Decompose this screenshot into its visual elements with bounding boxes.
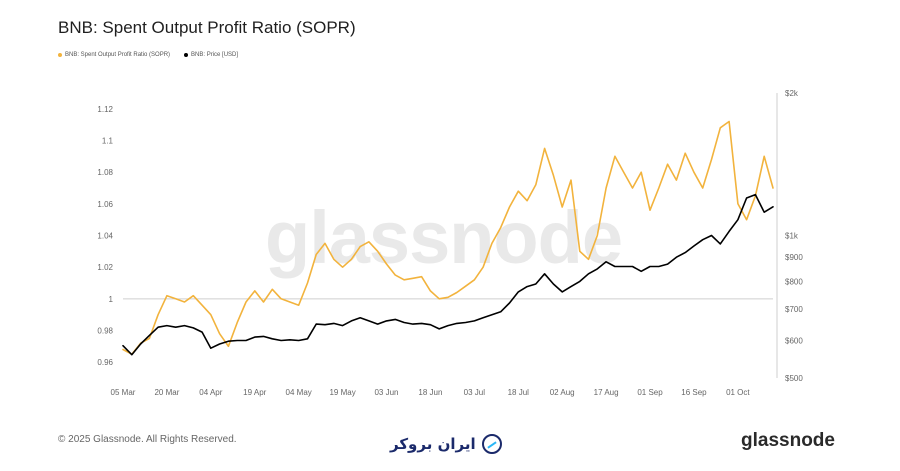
legend-item-sopr[interactable]: BNB: Spent Output Profit Ratio (SOPR)	[58, 52, 170, 58]
chart-title: BNB: Spent Output Profit Ratio (SOPR)	[58, 18, 356, 37]
y-left-tick-label: 1.04	[97, 232, 113, 241]
legend: BNB: Spent Output Profit Ratio (SOPR) BN…	[58, 52, 238, 58]
x-tick-label: 19 Apr	[243, 388, 266, 397]
legend-label-price: BNB: Price [USD]	[191, 52, 239, 58]
iran-broker-logo: ایران بروکر	[390, 434, 502, 454]
y-left-tick-label: 1.02	[97, 263, 113, 272]
y-right-tick-label: $2k	[785, 89, 799, 98]
brand-mark-icon	[481, 434, 502, 454]
x-tick-label: 05 Mar	[111, 388, 136, 397]
y-right-tick-label: $700	[785, 305, 803, 314]
y-right-tick-label: $800	[785, 277, 803, 286]
y-left-tick-label: 0.96	[97, 358, 113, 367]
brand-name: ایران بروکر	[390, 435, 476, 453]
y-left-tick-label: 0.98	[97, 327, 113, 336]
glassnode-logo: glassnode	[741, 430, 835, 451]
x-tick-label: 03 Jul	[464, 388, 486, 397]
y-left-tick-label: 1.12	[97, 105, 113, 114]
x-tick-label: 01 Oct	[726, 388, 750, 397]
x-tick-label: 02 Aug	[550, 388, 575, 397]
y-left-tick-label: 1	[109, 295, 114, 304]
y-right-tick-label: $900	[785, 253, 803, 262]
legend-item-price[interactable]: BNB: Price [USD]	[184, 52, 238, 58]
copyright-text: © 2025 Glassnode. All Rights Reserved.	[58, 434, 237, 445]
x-tick-label: 04 Apr	[199, 388, 222, 397]
x-tick-label: 03 Jun	[374, 388, 398, 397]
y-left-tick-label: 1.1	[102, 137, 114, 146]
x-tick-label: 18 Jul	[508, 388, 530, 397]
legend-marker-price	[184, 53, 189, 57]
y-right-tick-label: $600	[785, 337, 803, 346]
x-tick-label: 20 Mar	[154, 388, 179, 397]
x-tick-label: 16 Sep	[681, 388, 707, 397]
legend-label-sopr: BNB: Spent Output Profit Ratio (SOPR)	[65, 52, 171, 58]
price-series-line	[122, 193, 774, 356]
y-right-tick-label: $500	[785, 374, 803, 383]
y-right-tick-label: $1k	[785, 232, 799, 241]
sopr-series-line	[122, 120, 774, 356]
x-tick-label: 04 May	[286, 388, 312, 397]
x-tick-label: 01 Sep	[637, 388, 663, 397]
y-left-tick-label: 1.06	[97, 200, 113, 209]
x-tick-label: 17 Aug	[594, 388, 619, 397]
x-tick-label: 18 Jun	[418, 388, 442, 397]
legend-marker-sopr	[58, 53, 62, 57]
x-tick-label: 19 May	[329, 388, 355, 397]
y-left-tick-label: 1.08	[97, 168, 113, 177]
